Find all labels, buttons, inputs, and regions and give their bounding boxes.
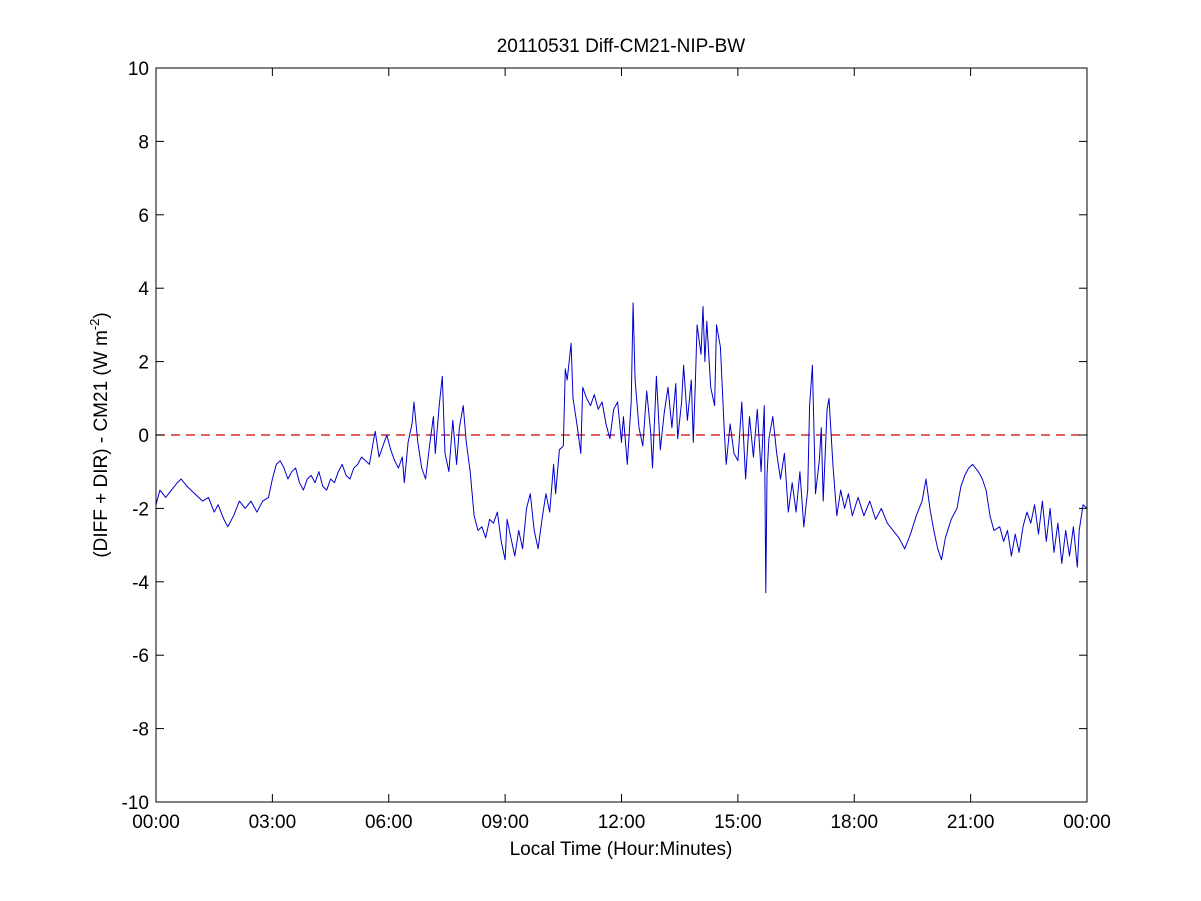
x-tick-label: 00:00 (1063, 812, 1111, 833)
y-tick-label: 10 (128, 59, 149, 80)
y-tick-label: 8 (138, 132, 149, 153)
plot-area (155, 67, 1088, 803)
y-axis-label-main: (DIFF + DIR) - CM21 (W m (91, 330, 112, 557)
y-tick-label: -10 (122, 793, 149, 814)
x-axis-ticks: 00:00 03:00 06:00 09:00 12:00 15:00 18:00 21:00… (132, 68, 1111, 833)
y-tick-label: -4 (132, 573, 149, 594)
x-tick-label: 06:00 (365, 812, 413, 833)
y-axis-label-superscript: -2 (87, 319, 102, 331)
x-tick-label: 18:00 (830, 812, 878, 833)
x-tick-label: 21:00 (947, 812, 995, 833)
x-tick-label: 15:00 (714, 812, 762, 833)
y-tick-label: 2 (138, 353, 149, 374)
chart-title: 20110531 Diff-CM21-NIP-BW (497, 36, 746, 57)
x-tick-label: 09:00 (481, 812, 529, 833)
y-tick-label: -6 (132, 646, 149, 667)
x-tick-label: 00:00 (132, 812, 180, 833)
y-tick-label: 6 (138, 206, 149, 227)
y-axis-label: (DIFF + DIR) - CM21 (W m-2) (87, 312, 112, 557)
x-axis-label: Local Time (Hour:Minutes) (510, 839, 733, 860)
y-tick-label: 4 (138, 279, 149, 300)
y-axis-label-close: ) (91, 312, 112, 318)
y-axis-ticks: -10 -8 -6 -4 -2 0 2 4 6 8 10 (122, 59, 1087, 814)
y-tick-label: 0 (138, 426, 149, 447)
data-series-line (155, 302, 1088, 594)
x-tick-label: 03:00 (249, 812, 297, 833)
y-tick-label: -2 (132, 499, 149, 520)
x-tick-label: 12:00 (598, 812, 646, 833)
y-tick-label: -8 (132, 720, 149, 741)
